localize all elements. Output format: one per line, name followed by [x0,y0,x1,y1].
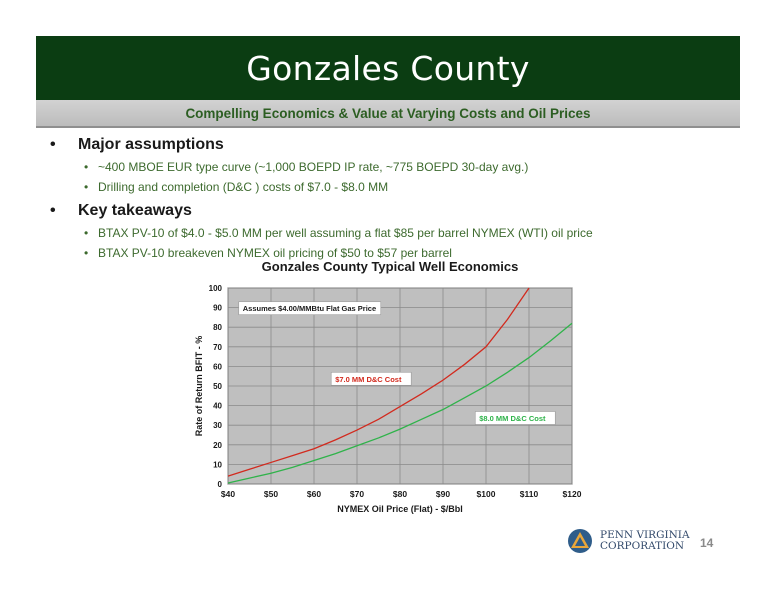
x-tick-label: $120 [563,489,582,499]
slide-title: Gonzales County [246,48,530,88]
series-line-2 [227,322,573,484]
x-tick-label: $110 [520,489,539,499]
bullet-dot: • [84,180,89,194]
y-tick-label: 20 [213,441,222,450]
bullet-heading-assumptions: • Major assumptions [50,136,750,160]
x-tick-label: $80 [393,489,407,499]
logo-line2: CORPORATION [600,540,685,552]
bullet-item: • Drilling and completion (D&C ) costs o… [84,180,750,200]
gas-price-annotation-box [238,301,382,316]
x-tick-label: $50 [264,489,278,499]
bullet-item-text: BTAX PV-10 breakeven NYMEX oil pricing o… [98,246,452,260]
series-label-1: $7.0 MM D&C Cost [335,375,402,384]
bullet-list: • Major assumptions • ~400 MBOE EUR type… [50,134,750,266]
y-axis-label: Rate of Return BFIT - % [194,336,204,437]
y-tick-label: 40 [213,402,222,411]
bullet-item-text: ~400 MBOE EUR type curve (~1,000 BOEPD I… [98,160,529,174]
y-tick-label: 70 [213,343,222,352]
x-tick-label: $90 [436,489,450,499]
y-tick-label: 60 [213,362,222,371]
x-tick-label: $40 [221,489,235,499]
bullet-dot: • [50,136,56,153]
bullet-heading-takeaways: • Key takeaways [50,202,750,226]
bullet-dot: • [84,226,89,240]
series-label-2: $8.0 MM D&C Cost [479,414,546,423]
page-number: 14 [700,536,714,550]
x-axis-label: NYMEX Oil Price (Flat) - $/Bbl [337,504,463,514]
y-tick-label: 30 [213,421,222,430]
slide-subtitle: Compelling Economics & Value at Varying … [185,105,591,121]
y-tick-label: 10 [213,460,222,469]
bullet-item-text: BTAX PV-10 of $4.0 - $5.0 MM per well as… [98,226,593,240]
y-tick-label: 90 [213,304,222,313]
title-bar: Gonzales County [36,36,740,100]
gas-price-annotation: Assumes $4.00/MMBtu Flat Gas Price [243,304,376,313]
bullet-heading-text: Key takeaways [78,202,192,219]
well-economics-chart: $40 $50 $60 $70 $80 $90 $100 $110 $120 0 10 20 30 40 5… [194,284,582,514]
bullet-heading-text: Major assumptions [78,136,224,153]
y-tick-label: 80 [213,323,222,332]
bullet-item: • BTAX PV-10 breakeven NYMEX oil pricing… [84,246,750,266]
company-logo: PENN VIRGINIA CORPORATION [566,528,690,554]
subtitle-bar: Compelling Economics & Value at Varying … [36,100,740,128]
x-tick-label: $60 [307,489,321,499]
y-tick-label: 100 [209,284,223,293]
x-tick-label: $100 [477,489,496,499]
chart-title: Gonzales County Typical Well Economics [261,259,519,274]
y-tick-label: 0 [218,480,223,489]
bullet-item: • ~400 MBOE EUR type curve (~1,000 BOEPD… [84,160,750,180]
y-tick-label: 50 [213,382,222,391]
series-line-1 [227,287,530,477]
triangle-logo-icon [568,529,592,553]
bullet-dot: • [84,160,89,174]
series-label-1-box [330,371,412,386]
bullet-item: • BTAX PV-10 of $4.0 - $5.0 MM per well … [84,226,750,246]
bullet-dot: • [84,246,89,260]
logo-line1: PENN VIRGINIA [600,529,690,541]
bullet-dot: • [50,202,56,219]
logo-text: PENN VIRGINIA CORPORATION [600,530,690,552]
x-tick-label: $70 [350,489,364,499]
series-label-2-box [474,411,556,425]
bullet-item-text: Drilling and completion (D&C ) costs of … [98,180,389,194]
